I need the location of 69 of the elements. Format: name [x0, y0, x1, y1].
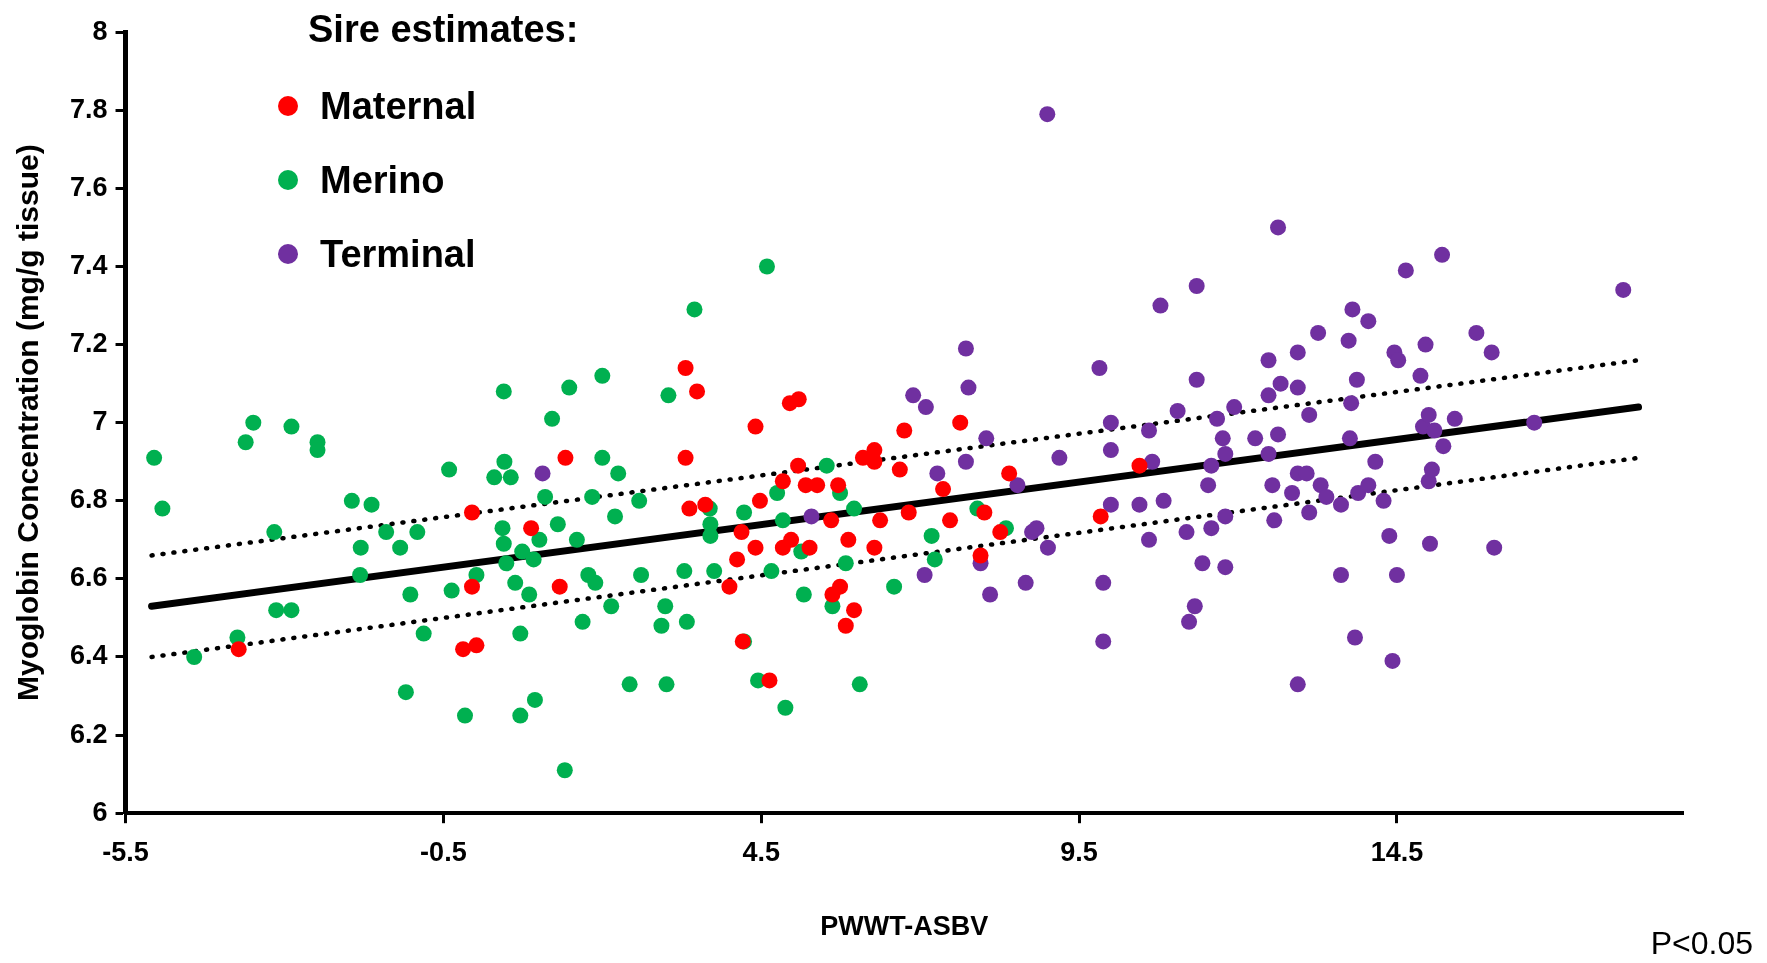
point — [1001, 465, 1018, 482]
point — [697, 496, 714, 513]
point — [747, 539, 764, 556]
point — [972, 547, 989, 564]
point — [896, 422, 913, 439]
point — [729, 551, 746, 568]
y-tick-label: 7.6 — [69, 171, 108, 202]
point — [846, 602, 863, 619]
point — [790, 457, 807, 474]
x-tick-label: -0.5 — [420, 836, 467, 867]
point — [463, 504, 480, 521]
x-tick-label: 9.5 — [1060, 836, 1098, 867]
point — [840, 531, 857, 548]
point — [866, 539, 883, 556]
y-tick-label: 6.4 — [69, 640, 108, 671]
x-tick-label: 14.5 — [1370, 836, 1424, 867]
y-tick-label: 7.8 — [69, 93, 108, 124]
y-tick-label: 6.6 — [69, 562, 108, 593]
point — [942, 512, 959, 529]
point — [1092, 508, 1109, 525]
point — [976, 504, 993, 521]
legend-title: Sire estimates: — [308, 8, 579, 51]
y-tick-label: 7 — [92, 406, 108, 437]
y-tick-label: 7.2 — [69, 328, 108, 359]
legend-label: Maternal — [320, 84, 477, 128]
point — [751, 492, 768, 509]
point — [689, 383, 706, 400]
point — [677, 449, 694, 466]
point — [733, 524, 750, 541]
legend-label: Merino — [320, 158, 445, 202]
point — [823, 512, 840, 529]
y-tick-label: 8 — [92, 15, 108, 46]
point — [935, 481, 952, 498]
point — [830, 477, 847, 494]
x-tick-label: 4.5 — [742, 836, 781, 867]
point — [824, 586, 841, 603]
point — [557, 449, 574, 466]
point — [1131, 457, 1148, 474]
point — [677, 360, 694, 377]
point — [891, 461, 908, 478]
point — [463, 578, 480, 595]
point — [790, 391, 807, 408]
point — [783, 531, 800, 548]
point — [837, 617, 854, 634]
y-tick-label: 6.2 — [69, 718, 108, 749]
point — [900, 504, 917, 521]
y-tick-label: 6.8 — [69, 484, 108, 515]
point — [468, 637, 485, 654]
x-axis-title: PWWT-ASBV — [820, 911, 989, 942]
point — [747, 418, 764, 435]
point — [952, 414, 969, 431]
point — [523, 520, 540, 537]
point — [801, 539, 818, 556]
point — [230, 641, 247, 658]
point — [551, 578, 568, 595]
point — [774, 473, 791, 490]
y-tick-label: 7.4 — [69, 249, 108, 280]
x-tick-label: -5.5 — [102, 836, 149, 867]
point — [809, 477, 826, 494]
point — [721, 578, 738, 595]
point — [761, 672, 778, 689]
point — [872, 512, 889, 529]
y-axis-title: Myoglobin Concentration (mg/g tissue) — [11, 144, 45, 702]
y-tick-label: 6 — [92, 796, 108, 827]
point — [455, 641, 472, 658]
point — [681, 500, 698, 517]
point — [992, 524, 1009, 541]
legend-label: Terminal — [320, 232, 476, 276]
text: P<0.05 — [1650, 925, 1753, 962]
